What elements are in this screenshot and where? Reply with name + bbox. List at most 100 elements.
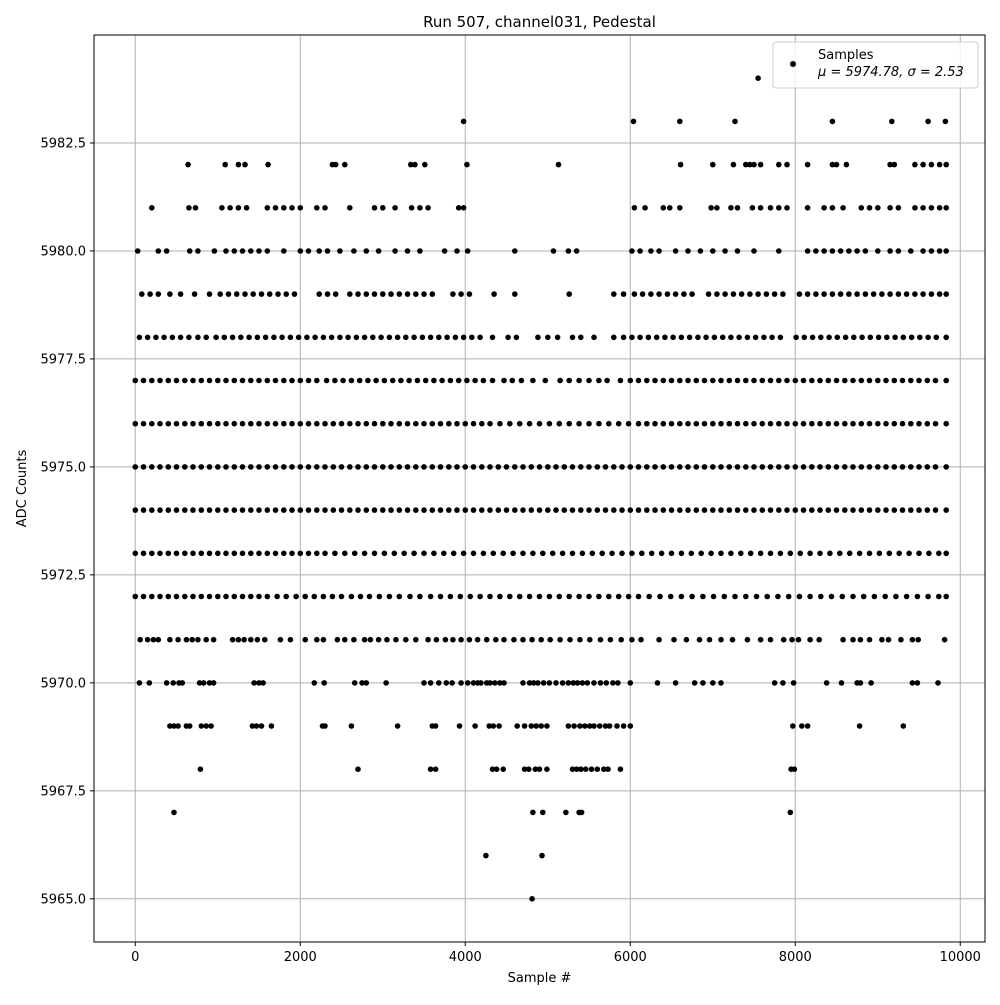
data-point — [171, 723, 177, 729]
data-point — [520, 636, 526, 643]
data-point — [297, 205, 304, 211]
data-point — [784, 377, 790, 384]
data-point — [586, 593, 592, 600]
data-point — [619, 550, 625, 557]
data-point — [486, 723, 493, 729]
data-point — [850, 636, 856, 643]
data-point — [761, 334, 767, 341]
y-axis-label: ADC Counts — [15, 450, 30, 528]
data-point — [351, 636, 357, 643]
data-point — [546, 420, 553, 427]
data-point — [943, 291, 949, 297]
data-point — [722, 291, 728, 297]
data-point — [439, 377, 445, 384]
data-point — [165, 593, 172, 600]
data-point — [569, 464, 576, 470]
data-point — [866, 636, 873, 643]
data-point — [685, 248, 691, 254]
data-point — [635, 464, 642, 470]
data-point — [569, 334, 576, 341]
data-point — [530, 809, 536, 816]
data-point — [652, 507, 658, 513]
data-point — [943, 334, 949, 341]
data-point — [631, 291, 638, 297]
data-point — [264, 420, 271, 427]
x-tick-label: 6000 — [614, 950, 647, 965]
data-point — [630, 118, 637, 125]
data-point — [281, 205, 287, 211]
data-point — [305, 464, 312, 470]
data-point — [239, 550, 246, 557]
data-point — [320, 593, 327, 600]
data-point — [677, 464, 683, 470]
data-point — [887, 205, 893, 211]
data-point — [215, 377, 221, 384]
data-point — [266, 291, 273, 297]
data-point — [734, 507, 741, 513]
data-point — [886, 550, 893, 557]
data-point — [533, 723, 539, 729]
data-point — [662, 334, 668, 341]
data-point — [272, 420, 279, 427]
data-point — [173, 593, 180, 600]
data-point — [796, 593, 803, 600]
data-point — [879, 636, 885, 643]
data-point — [920, 248, 926, 254]
data-point — [610, 680, 616, 686]
data-point — [678, 550, 685, 557]
data-point — [509, 377, 516, 384]
data-point — [606, 593, 612, 600]
data-point — [866, 377, 873, 384]
data-point — [799, 723, 805, 729]
data-point — [710, 161, 716, 168]
data-point — [891, 420, 898, 427]
data-point — [943, 464, 949, 470]
data-point — [800, 507, 807, 513]
data-point — [792, 507, 799, 513]
data-point — [701, 377, 708, 384]
data-point — [427, 334, 434, 341]
data-point — [530, 550, 536, 557]
data-point — [195, 334, 201, 341]
data-point — [807, 593, 813, 600]
data-point — [474, 636, 481, 643]
data-point — [617, 766, 624, 772]
data-point — [924, 377, 931, 384]
data-point — [605, 766, 611, 772]
data-point — [427, 766, 434, 772]
data-point — [140, 420, 147, 427]
data-point — [887, 161, 893, 168]
data-point — [167, 636, 173, 643]
data-point — [833, 464, 840, 470]
data-point — [700, 593, 706, 600]
data-point — [899, 507, 906, 513]
data-point — [239, 464, 246, 470]
data-point — [446, 420, 452, 427]
data-point — [421, 507, 427, 513]
data-point — [529, 896, 535, 902]
data-point — [351, 550, 358, 557]
data-point — [501, 377, 507, 384]
data-point — [408, 205, 415, 211]
data-point — [219, 205, 225, 211]
data-point — [743, 377, 749, 384]
data-point — [470, 464, 477, 470]
data-point — [850, 593, 856, 600]
data-point — [620, 291, 627, 297]
data-point — [314, 507, 320, 513]
data-point — [656, 248, 662, 254]
data-point — [469, 334, 475, 341]
data-point — [493, 766, 500, 772]
data-point — [419, 334, 426, 341]
data-point — [248, 636, 254, 643]
data-point — [239, 248, 246, 254]
data-point — [235, 161, 242, 168]
data-point — [644, 464, 650, 470]
data-point — [671, 636, 677, 643]
data-point — [272, 205, 279, 211]
data-point — [573, 248, 580, 254]
data-point — [926, 550, 932, 557]
data-point — [744, 636, 751, 643]
x-tick-label: 4000 — [449, 950, 482, 965]
data-point — [540, 809, 546, 816]
